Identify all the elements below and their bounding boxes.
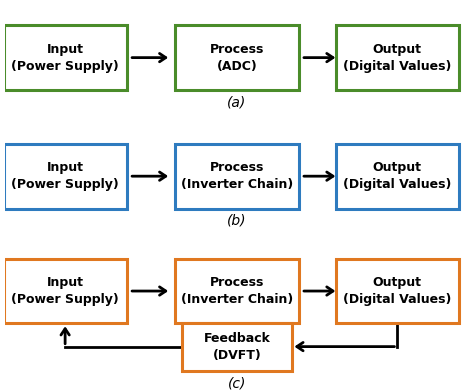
Text: Process
(ADC): Process (ADC) (210, 43, 264, 73)
Text: Output
(Digital Values): Output (Digital Values) (343, 161, 451, 191)
Text: Process
(Inverter Chain): Process (Inverter Chain) (181, 161, 293, 191)
FancyBboxPatch shape (175, 144, 299, 209)
Text: Process
(Inverter Chain): Process (Inverter Chain) (181, 276, 293, 306)
Text: Input
(Power Supply): Input (Power Supply) (11, 161, 119, 191)
FancyBboxPatch shape (4, 25, 127, 90)
FancyBboxPatch shape (336, 144, 459, 209)
FancyBboxPatch shape (182, 323, 292, 370)
FancyBboxPatch shape (4, 144, 127, 209)
Text: Output
(Digital Values): Output (Digital Values) (343, 43, 451, 73)
FancyBboxPatch shape (175, 259, 299, 323)
Text: Input
(Power Supply): Input (Power Supply) (11, 43, 119, 73)
Text: Output
(Digital Values): Output (Digital Values) (343, 276, 451, 306)
FancyBboxPatch shape (336, 25, 459, 90)
Text: (a): (a) (228, 95, 246, 109)
FancyBboxPatch shape (175, 25, 299, 90)
FancyBboxPatch shape (336, 259, 459, 323)
Text: (c): (c) (228, 377, 246, 390)
FancyBboxPatch shape (4, 259, 127, 323)
Text: (b): (b) (227, 214, 247, 228)
Text: Input
(Power Supply): Input (Power Supply) (11, 276, 119, 306)
Text: Feedback
(DVFT): Feedback (DVFT) (203, 332, 271, 362)
